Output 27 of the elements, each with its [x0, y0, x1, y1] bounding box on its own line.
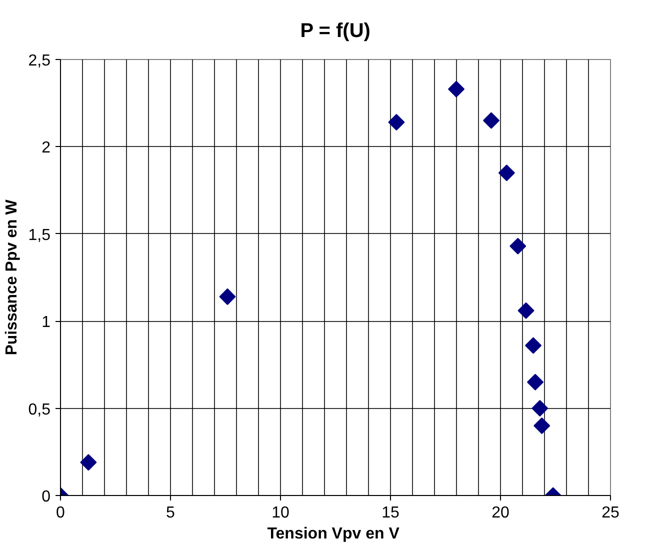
x-tick-label: 25: [602, 504, 620, 522]
y-tick-label: 2: [42, 140, 51, 157]
point: [498, 164, 515, 182]
point: [518, 302, 534, 319]
y-tick-label: 0: [42, 488, 51, 506]
point: [526, 374, 544, 390]
point: [534, 417, 550, 434]
y-tick-label: 0,5: [28, 401, 51, 418]
point: [448, 80, 465, 98]
point: [510, 238, 526, 254]
y-tick-label: 1: [42, 314, 51, 332]
y-tick-label: 2,5: [28, 52, 51, 70]
point: [80, 454, 97, 471]
y-axis-title: Puissance Ppv en W: [3, 198, 20, 356]
x-tick-label: 10: [272, 504, 290, 522]
point: [532, 400, 548, 417]
point: [482, 112, 500, 129]
x-tick-label: 0: [56, 504, 66, 522]
point: [525, 337, 542, 354]
chart-title: P = f(U): [300, 20, 370, 42]
x-tick-label: 20: [492, 504, 510, 522]
x-tick-label: 15: [382, 504, 400, 522]
x-tick-label: 5: [166, 504, 176, 522]
x-axis-title: Tension Vpv en V: [267, 526, 400, 542]
y-tick-label: 1,5: [28, 226, 51, 244]
point: [388, 114, 405, 131]
point: [219, 288, 236, 305]
